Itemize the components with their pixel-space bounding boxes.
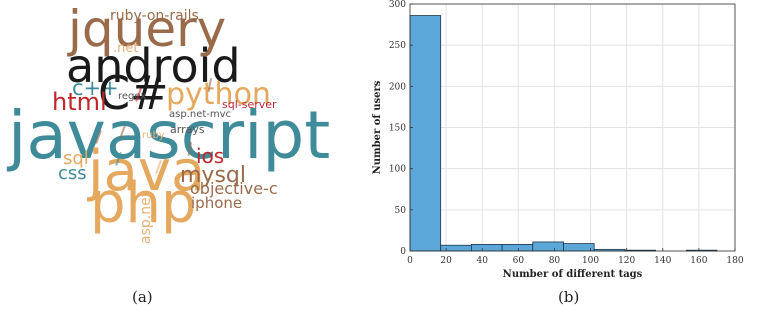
word-regex: regex bbox=[118, 91, 146, 102]
word-c-: c++ bbox=[72, 76, 119, 100]
cloud-filler-tag bbox=[135, 88, 142, 102]
caption-b: (b) bbox=[558, 288, 580, 306]
word-c-: C# bbox=[98, 66, 169, 120]
x-tick-label: 20 bbox=[440, 256, 452, 266]
word-java: java bbox=[86, 139, 205, 204]
word-iphone: iphone bbox=[191, 194, 242, 212]
x-tick-label: 100 bbox=[582, 256, 599, 266]
x-tick-label: 140 bbox=[654, 256, 671, 266]
histogram-bar bbox=[470, 244, 503, 252]
histogram-bar bbox=[440, 244, 472, 252]
word-ruby-on-rails: ruby-on-rails bbox=[110, 8, 199, 24]
cloud-filler-tag bbox=[187, 142, 192, 157]
cloud-filler-tag bbox=[155, 160, 162, 174]
x-tick-label: 0 bbox=[407, 256, 413, 266]
x-tick-label: 60 bbox=[513, 256, 525, 266]
word-css: css bbox=[58, 163, 87, 184]
cloud-filler-tag bbox=[207, 78, 212, 93]
y-tick-label: 0 bbox=[400, 247, 406, 257]
word-sql-server: sql-server bbox=[222, 98, 277, 111]
y-tick-label: 150 bbox=[389, 124, 406, 134]
cloud-filler-tag bbox=[119, 125, 126, 139]
x-tick-label: 180 bbox=[726, 256, 743, 266]
y-tick-label: 300 bbox=[389, 0, 406, 10]
x-tick-label: 40 bbox=[476, 256, 488, 266]
caption-a: (a) bbox=[132, 288, 153, 306]
histogram-bar bbox=[532, 241, 564, 252]
word-ruby: ruby bbox=[142, 130, 165, 141]
word-cloud: ruby-on-railsjquery.netandroidc++C#pytho… bbox=[6, 0, 330, 244]
histogram-bar bbox=[563, 243, 595, 252]
word-objective-c: objective-c bbox=[190, 179, 278, 198]
word-jquery: jquery bbox=[67, 0, 226, 58]
y-axis-label: Number of users bbox=[372, 80, 383, 174]
word-html: html bbox=[52, 88, 107, 116]
x-tick-label: 160 bbox=[690, 256, 707, 266]
word-sql: sql bbox=[63, 148, 89, 169]
histogram-bar bbox=[501, 244, 534, 252]
word-python: python bbox=[166, 77, 271, 112]
cloud-filler-tag bbox=[95, 130, 102, 144]
histogram-bar bbox=[409, 15, 442, 252]
word-arrays: arrays bbox=[170, 123, 205, 136]
y-tick-label: 50 bbox=[395, 206, 407, 216]
x-tick-label: 80 bbox=[549, 256, 561, 266]
word-php: php bbox=[90, 171, 197, 236]
x-axis-label: Number of different tags bbox=[503, 269, 643, 280]
y-tick-label: 250 bbox=[389, 41, 406, 51]
word-asp-net-mvc: asp.net-mvc bbox=[169, 109, 231, 120]
histogram-chart: 0 20 40 60 80 100 120 140 160 180 0 50 100 150 200 250 3… bbox=[372, 0, 744, 280]
word-javascript: javascript bbox=[6, 97, 330, 174]
word--net: .net bbox=[113, 41, 138, 56]
y-tick-label: 200 bbox=[389, 82, 406, 92]
word-android: android bbox=[66, 39, 241, 93]
word-ios: ios bbox=[196, 144, 224, 168]
y-tick-label: 100 bbox=[389, 165, 406, 175]
cloud-filler-tag bbox=[115, 152, 122, 166]
word-asp-net: asp.net bbox=[138, 191, 154, 244]
x-tick-label: 120 bbox=[618, 256, 635, 266]
word-mysql: mysql bbox=[180, 163, 246, 188]
